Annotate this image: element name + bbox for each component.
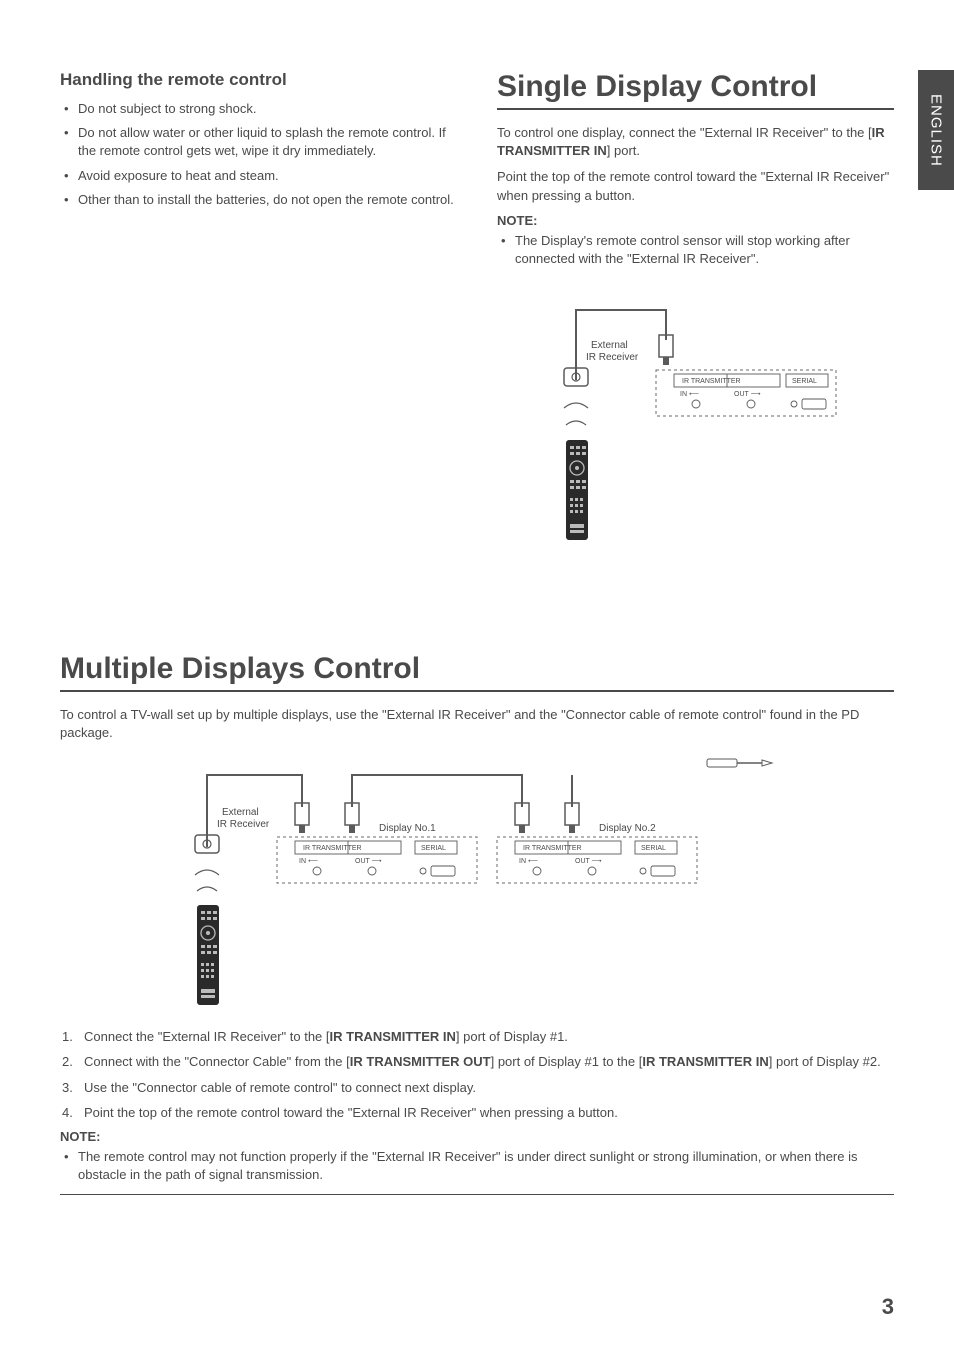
svg-text:Display No.1: Display No.1: [379, 823, 436, 834]
svg-text:SERIAL: SERIAL: [641, 845, 666, 852]
svg-text:External: External: [591, 340, 628, 351]
multiple-title: Multiple Displays Control: [60, 652, 894, 692]
list-item: Do not subject to strong shock.: [60, 100, 457, 118]
text: To control one display, connect the "Ext…: [497, 125, 872, 140]
note-label: NOTE:: [497, 213, 894, 228]
svg-text:IR Receiver: IR Receiver: [217, 819, 270, 830]
section-rule: [60, 1194, 894, 1195]
list-item: Avoid exposure to heat and steam.: [60, 167, 457, 185]
bold-text: IR TRANSMITTER OUT: [350, 1054, 491, 1069]
list-item: Other than to install the batteries, do …: [60, 191, 457, 209]
svg-text:IN ⟵: IN ⟵: [299, 858, 318, 865]
bold-text: IR TRANSMITTER IN: [330, 1029, 456, 1044]
list-item: Point the top of the remote control towa…: [60, 1103, 894, 1123]
list-item: The Display's remote control sensor will…: [497, 232, 894, 268]
single-display-title: Single Display Control: [497, 70, 894, 110]
list-item: Use the "Connector cable of remote contr…: [60, 1078, 894, 1098]
multiple-steps: Connect the "External IR Receiver" to th…: [60, 1027, 894, 1123]
svg-text:IR TRANSMITTER: IR TRANSMITTER: [303, 845, 362, 852]
handling-bullets: Do not subject to strong shock. Do not a…: [60, 100, 457, 209]
text: ] port.: [607, 143, 640, 158]
single-display-diagram: External IR Receiver IR TRANSMITTER IN ⟵…: [546, 280, 846, 560]
right-column: Single Display Control To control one di…: [497, 70, 894, 572]
multiple-display-diagram: External IR Receiver Display No.1 Displa…: [157, 755, 797, 1015]
text: ] port of Display #1.: [456, 1029, 568, 1044]
left-column: Handling the remote control Do not subje…: [60, 70, 457, 572]
handling-heading: Handling the remote control: [60, 70, 457, 90]
multiple-section: Multiple Displays Control To control a T…: [60, 652, 894, 1195]
multiple-intro: To control a TV-wall set up by multiple …: [60, 706, 894, 742]
note-bullets: The remote control may not function prop…: [60, 1148, 894, 1184]
text: ] port of Display #1 to the [: [491, 1054, 643, 1069]
svg-text:IR TRANSMITTER: IR TRANSMITTER: [523, 845, 582, 852]
svg-text:SERIAL: SERIAL: [792, 378, 817, 385]
bold-text: IR TRANSMITTER IN: [642, 1054, 768, 1069]
svg-text:OUT ⟶: OUT ⟶: [355, 858, 382, 865]
svg-text:IR TRANSMITTER: IR TRANSMITTER: [682, 378, 741, 385]
svg-text:SERIAL: SERIAL: [421, 845, 446, 852]
language-tab: ENGLISH: [918, 70, 954, 190]
list-item: Connect the "External IR Receiver" to th…: [60, 1027, 894, 1047]
list-item: The remote control may not function prop…: [60, 1148, 894, 1184]
svg-text:OUT ⟶: OUT ⟶: [734, 391, 761, 398]
list-item: Do not allow water or other liquid to sp…: [60, 124, 457, 160]
single-para2: Point the top of the remote control towa…: [497, 168, 894, 204]
list-item: Connect with the "Connector Cable" from …: [60, 1052, 894, 1072]
single-para1: To control one display, connect the "Ext…: [497, 124, 894, 160]
svg-text:Display No.2: Display No.2: [599, 823, 656, 834]
svg-text:IR Receiver: IR Receiver: [586, 352, 639, 363]
svg-text:IN ⟵: IN ⟵: [519, 858, 538, 865]
svg-text:External: External: [222, 807, 259, 818]
text: Connect the "External IR Receiver" to th…: [84, 1029, 330, 1044]
text: ] port of Display #2.: [769, 1054, 881, 1069]
text: Connect with the "Connector Cable" from …: [84, 1054, 350, 1069]
svg-text:OUT ⟶: OUT ⟶: [575, 858, 602, 865]
note-bullets: The Display's remote control sensor will…: [497, 232, 894, 268]
note-label: NOTE:: [60, 1129, 894, 1144]
svg-text:IN ⟵: IN ⟵: [680, 391, 699, 398]
page-number: 3: [882, 1294, 894, 1320]
